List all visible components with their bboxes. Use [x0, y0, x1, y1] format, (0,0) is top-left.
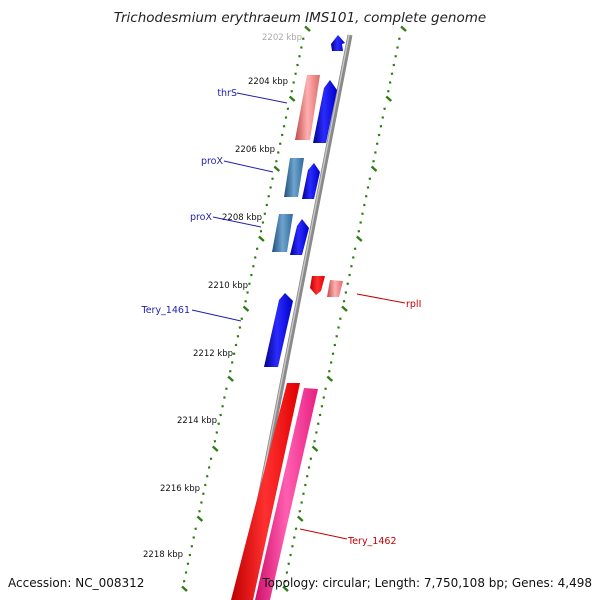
tick-label-2218: 2218 kbp — [143, 550, 183, 560]
inner-major-tick — [211, 445, 219, 452]
gene-label-thrS: thrS — [217, 88, 237, 99]
tick-label-2216: 2216 kbp — [160, 484, 200, 494]
gene-proX-1-forward — [302, 163, 320, 199]
outer-major-tick — [326, 375, 334, 382]
inner-major-tick — [227, 375, 234, 382]
inner-major-tick — [196, 515, 204, 522]
inner-major-tick — [181, 585, 188, 592]
gene-proX-2-reverse — [272, 214, 293, 252]
tick-label-2214: 2214 kbp — [177, 416, 217, 426]
inner-major-tick — [258, 235, 265, 242]
gene-label-tery-1462: Tery_1462 — [347, 536, 397, 547]
tick-label-partial: 2202 kbp — [262, 33, 302, 43]
leader-thrS — [236, 92, 288, 104]
gene-label-proX-2: proX — [190, 212, 213, 223]
tick-label-2204: 2204 kbp — [248, 77, 288, 87]
inner-major-tick — [288, 95, 296, 102]
outer-major-tick — [341, 305, 348, 312]
outer-major-tick — [296, 515, 304, 522]
gene-tery-1462 — [255, 388, 318, 600]
gene-proX-2-forward — [290, 219, 309, 255]
gene-rplI-reverse-small — [310, 276, 325, 295]
gene-top-forward — [331, 35, 345, 51]
outer-major-tick — [355, 235, 363, 242]
genome-summary-text: Topology: circular; Length: 7,750,108 bp… — [261, 576, 592, 590]
inner-major-tick — [242, 305, 250, 312]
outer-major-tick — [311, 445, 319, 452]
tick-label-2208: 2208 kbp — [222, 213, 262, 223]
leader-rplI — [356, 293, 406, 304]
tick-label-2206: 2206 kbp — [235, 145, 275, 155]
gene-tery-1461 — [264, 293, 293, 367]
inner-tick-line — [181, 25, 311, 592]
gene-label-proX-1: proX — [201, 156, 224, 167]
tick-label-2212: 2212 kbp — [193, 349, 233, 359]
gene-thrS-forward — [313, 80, 337, 143]
outer-major-tick — [282, 585, 289, 592]
outer-major-tick — [370, 165, 378, 172]
gene-thrS-reverse — [295, 75, 320, 140]
inner-major-tick — [304, 25, 311, 32]
outer-major-tick — [400, 25, 407, 32]
leader-proX-1 — [223, 160, 274, 173]
leader-tery-1462 — [299, 528, 348, 540]
leader-tery-1461 — [191, 309, 242, 322]
map-title: Trichodesmium erythraeum IMS101, complet… — [114, 10, 486, 26]
accession-text: Accession: NC_008312 — [8, 576, 144, 590]
gene-proX-1-reverse — [284, 158, 304, 197]
gene-tery-1462-reverse — [231, 383, 300, 600]
gene-rplI — [327, 280, 343, 297]
outer-tick-line — [282, 25, 407, 592]
outer-major-tick — [385, 95, 393, 102]
gene-label-rplI: rplI — [406, 299, 421, 310]
tick-label-2210: 2210 kbp — [208, 281, 248, 291]
leader-proX-2 — [212, 216, 262, 228]
gene-label-tery-1461: Tery_1461 — [141, 305, 191, 316]
inner-major-tick — [273, 165, 281, 172]
